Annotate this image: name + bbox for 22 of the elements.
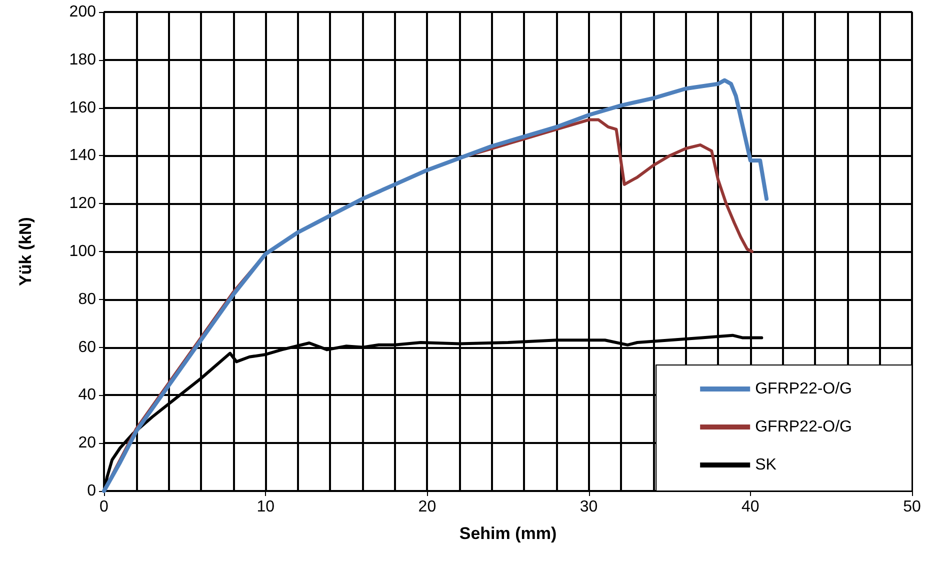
x-tick-label: 40 [742,498,760,516]
y-tick-label: 100 [69,243,96,260]
legend-label: GFRP22-O/G [755,418,852,436]
y-tick-label: 180 [69,51,96,68]
y-axis-title: Yük (kN) [16,217,35,286]
x-tick-label: 30 [580,498,598,516]
y-tick-label: 80 [78,290,96,308]
y-tick-label: 20 [78,434,96,452]
x-tick-label: 20 [418,498,436,516]
y-tick-label: 0 [87,482,96,500]
x-axis-title: Sehim (mm) [459,524,557,543]
x-tick-label: 50 [903,498,921,516]
y-tick-label: 160 [69,99,96,116]
x-tick-label: 0 [100,498,109,516]
y-tick-label: 60 [78,338,96,356]
y-tick-label: 120 [69,195,96,212]
y-tick-label: 140 [69,147,96,164]
legend-label: SK [755,456,777,474]
x-tick-label: 10 [256,498,275,516]
y-tick-label: 200 [69,4,96,20]
y-tick-label: 40 [78,386,96,404]
legend-label: GFRP22-O/G [755,380,852,398]
